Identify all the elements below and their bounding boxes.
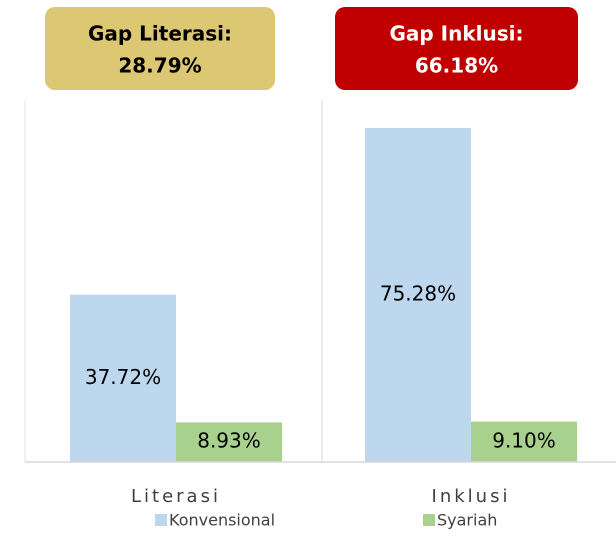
gap-box — [45, 7, 275, 90]
legend-label: Konvensional — [169, 511, 275, 530]
bar — [70, 294, 176, 462]
legend-swatch — [423, 514, 435, 526]
bar — [176, 422, 282, 462]
gap-value: 66.18% — [415, 54, 498, 78]
gap-value: 28.79% — [118, 54, 201, 78]
x-tick-label: Inklusi — [432, 486, 511, 507]
value-label: 9.10% — [492, 428, 556, 452]
value-label: 75.28% — [380, 281, 456, 305]
x-tick-label: Literasi — [131, 486, 221, 507]
value-label: 37.72% — [85, 365, 161, 389]
bar — [471, 421, 577, 462]
value-label: 8.93% — [197, 429, 261, 453]
legend-swatch — [155, 514, 167, 526]
gap-box — [335, 7, 578, 90]
bar — [365, 127, 471, 462]
gap-title: Gap Literasi: — [88, 22, 232, 46]
legend-label: Syariah — [437, 511, 497, 530]
gap-title: Gap Inklusi: — [389, 22, 523, 46]
